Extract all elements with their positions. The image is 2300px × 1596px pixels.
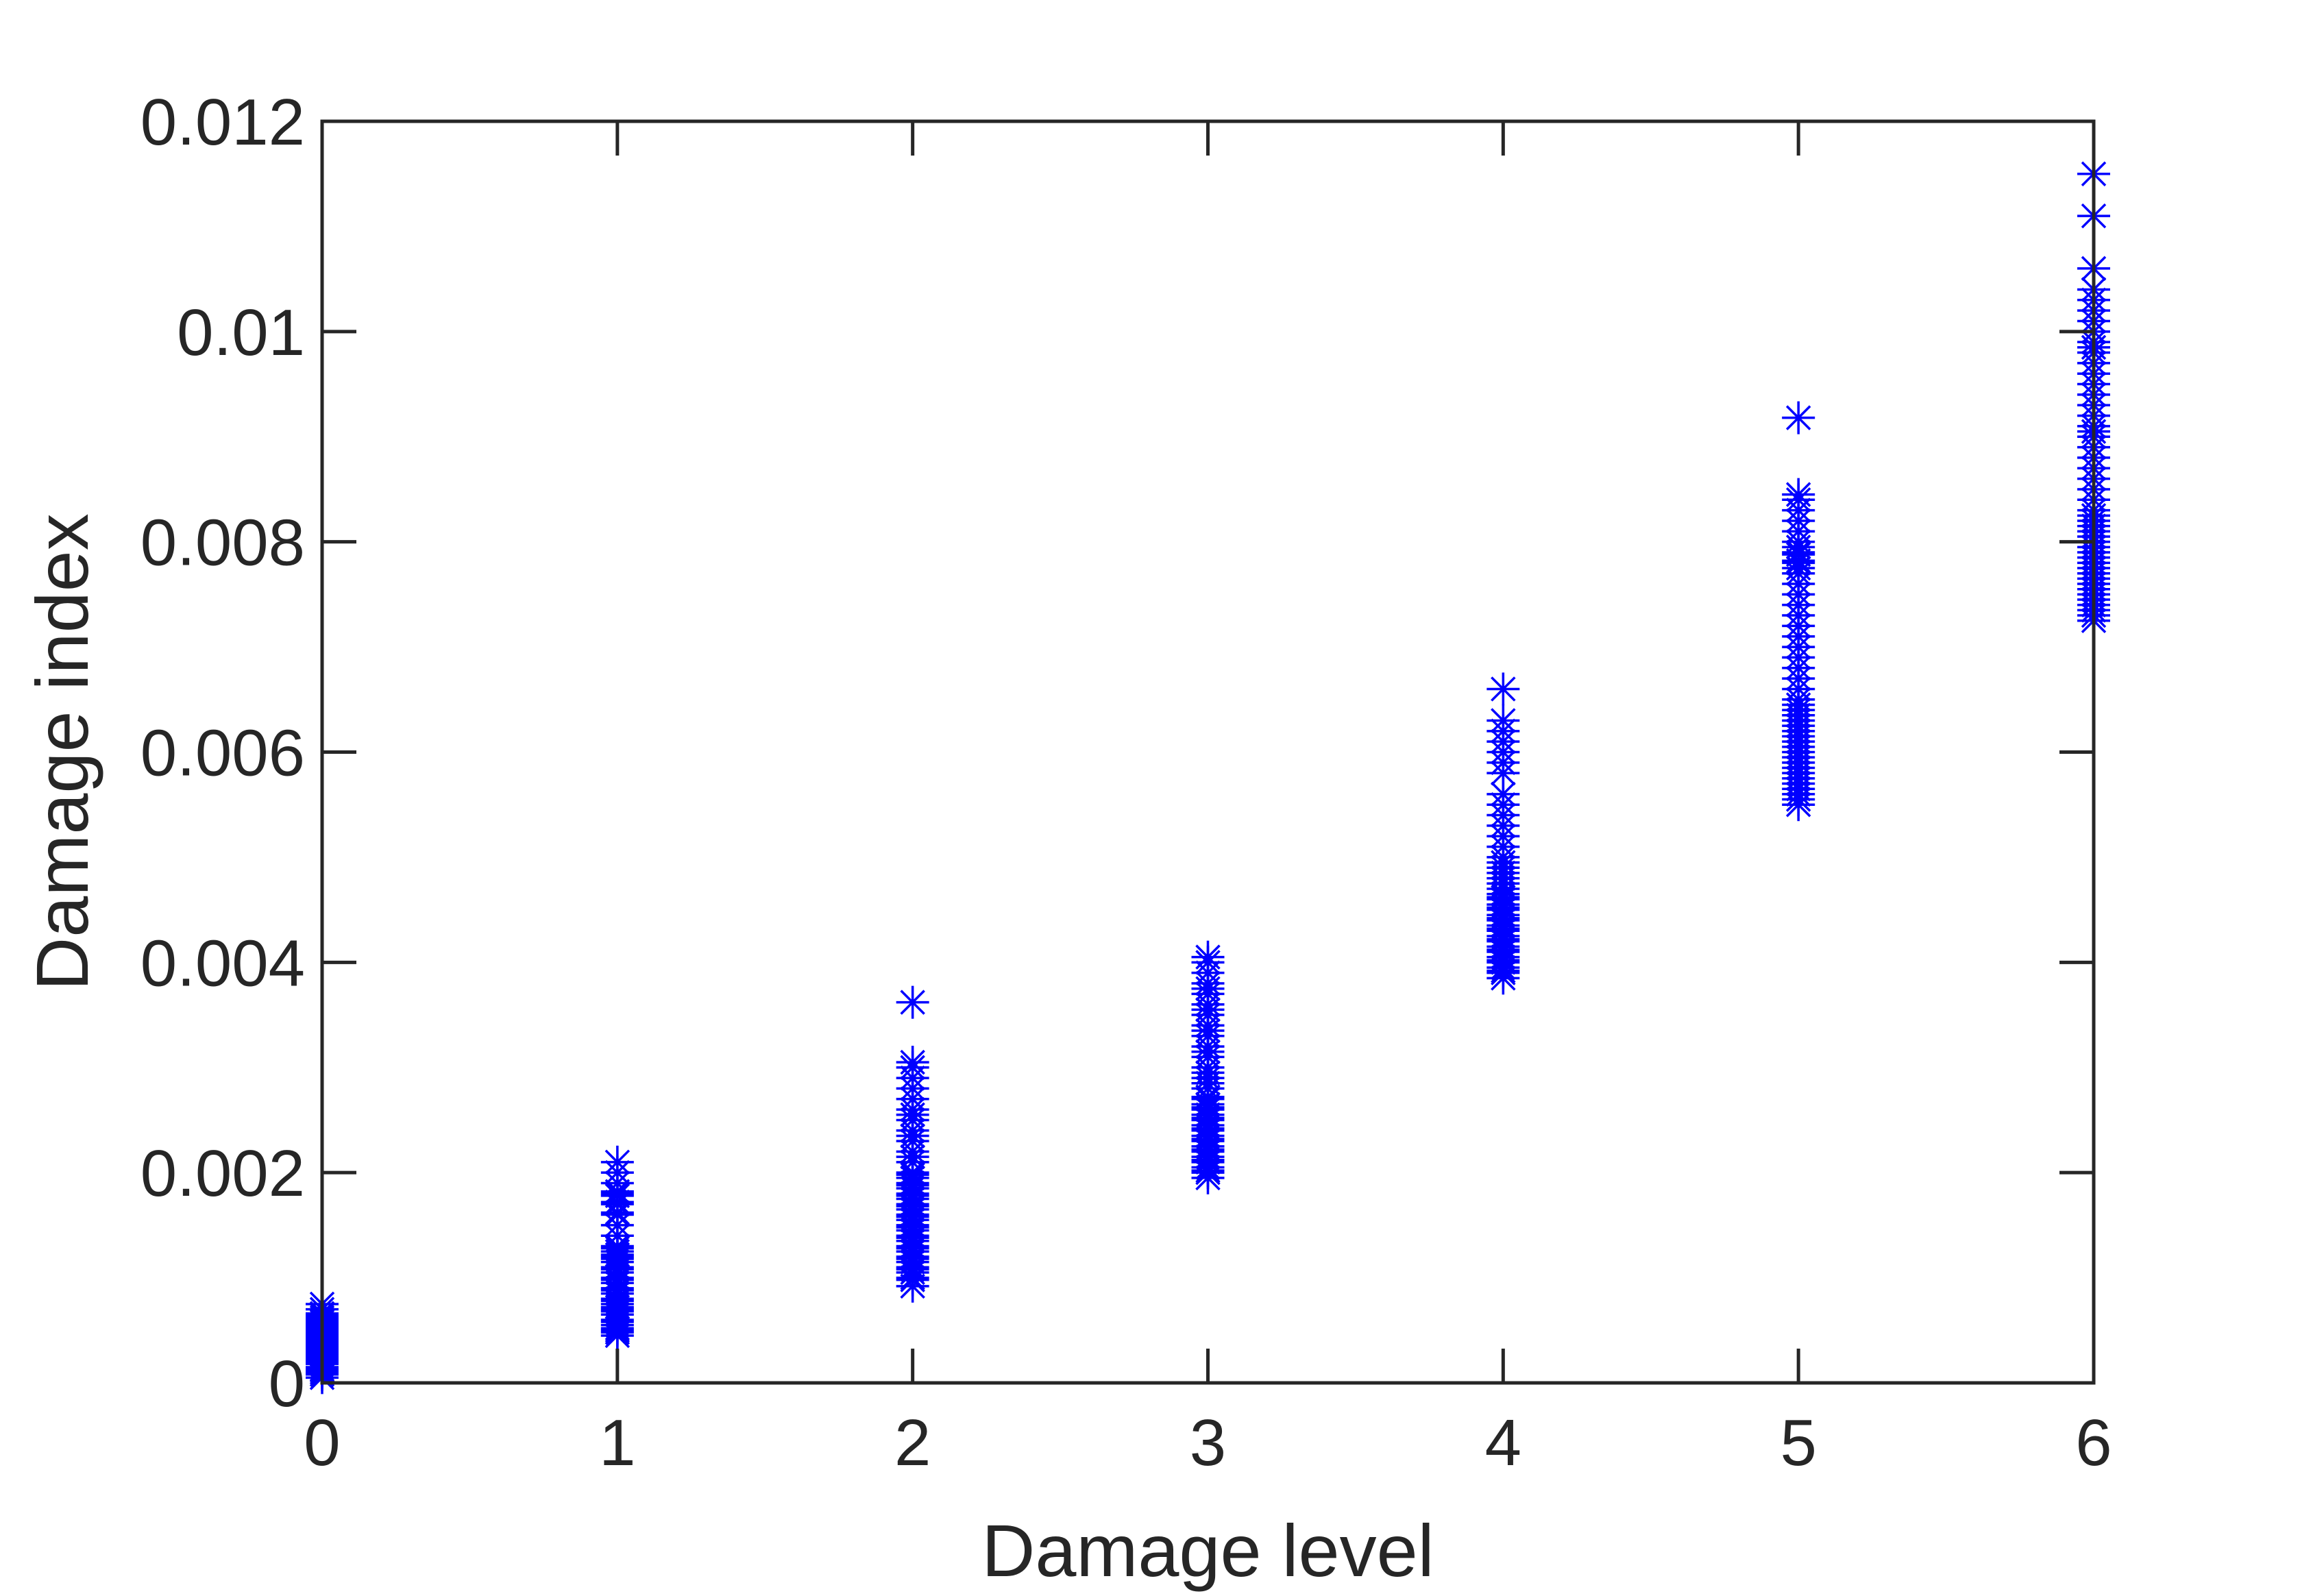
data-point	[1782, 530, 1815, 564]
data-point	[600, 1175, 634, 1208]
plot-frame	[320, 119, 2096, 1385]
y-tick-label: 0.006	[140, 717, 305, 790]
data-point	[600, 1231, 634, 1265]
x-tick-label: 2	[894, 1406, 931, 1480]
data-point	[600, 1312, 634, 1345]
data-point	[1782, 688, 1815, 722]
y-tick-label: 0.01	[177, 296, 305, 369]
data-point	[1191, 972, 1225, 1005]
data-point	[896, 1098, 929, 1131]
y-tick-label: 0.008	[140, 506, 305, 580]
y-tick-label: 0.002	[140, 1137, 305, 1210]
data-point	[1191, 940, 1225, 974]
y-axis-label: Damage index	[21, 513, 103, 990]
data-point	[1191, 1035, 1225, 1068]
data-point	[1487, 672, 1520, 706]
y-tick-label: 0.004	[140, 926, 305, 1000]
x-tick-label: 6	[2075, 1406, 2112, 1480]
data-point	[896, 1046, 929, 1079]
y-tick-label: 0.012	[140, 86, 305, 159]
x-tick-label: 5	[1780, 1406, 1816, 1480]
data-point	[600, 1290, 634, 1324]
data-point	[1782, 401, 1815, 434]
data-point	[600, 1145, 634, 1179]
x-tick-labels: 0 1 2 3 4 5 6	[304, 1406, 2112, 1480]
data-point	[1487, 704, 1520, 737]
x-tick-label: 1	[599, 1406, 635, 1480]
data-point	[1782, 478, 1815, 511]
y-tick-labels: 0 0.002 0.004 0.006 0.008 0.01 0.012	[140, 86, 305, 1421]
x-tick-label: 0	[304, 1406, 340, 1480]
x-axis-label: Damage level	[981, 1509, 1434, 1592]
data-point	[1487, 881, 1520, 914]
x-tick-label: 3	[1190, 1406, 1226, 1480]
data-point	[1191, 1056, 1225, 1090]
data-point	[896, 985, 929, 1019]
x-tick-label: 4	[1485, 1406, 1521, 1480]
y-tick-label: 0	[269, 1347, 305, 1421]
